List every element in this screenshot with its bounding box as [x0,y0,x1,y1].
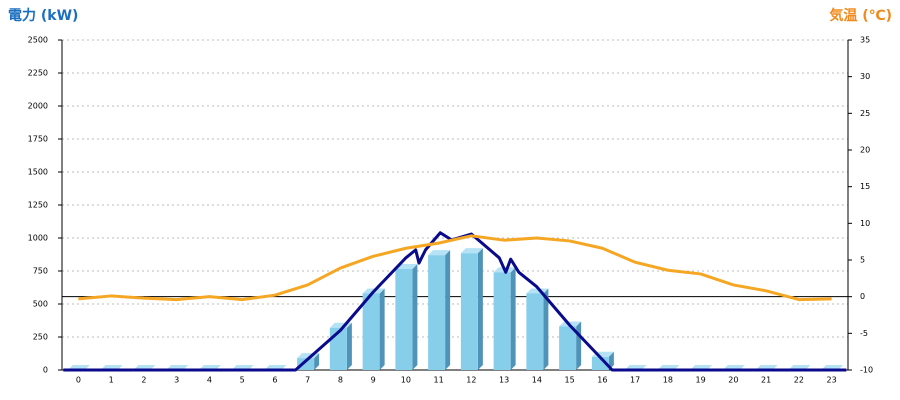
x-tick-label: 1 [109,376,114,385]
bar-front [460,253,478,370]
x-tick-label: 17 [630,376,640,385]
y2-tick-label: 0 [860,292,865,301]
bar-front [493,272,511,370]
x-tick-label: 20 [728,376,738,385]
x-tick-label: 23 [827,376,837,385]
bar-side [477,248,483,370]
x-tick-label: 13 [499,376,509,385]
y-tick-label: 2250 [28,69,48,78]
bar-front [297,358,315,370]
y-tick-label: 750 [33,267,48,276]
bar-side [314,353,320,370]
x-tick-label: 10 [401,376,411,385]
y-tick-label: 1000 [28,234,48,243]
x-tick-label: 8 [338,376,343,385]
x-tick-label: 2 [141,376,146,385]
x-tick-label: 3 [174,376,179,385]
y2-tick-label: 5 [860,256,865,265]
y2-tick-label: -10 [860,366,873,375]
bar-side [543,288,549,370]
x-tick-label: 16 [597,376,607,385]
x-tick-label: 15 [565,376,575,385]
y-tick-label: 0 [43,366,48,375]
y-tick-label: 2000 [28,102,48,111]
bar-side [379,288,385,370]
bar-front [362,293,380,370]
x-tick-label: 11 [434,376,444,385]
bar-top [460,248,483,254]
y-tick-label: 1500 [28,168,48,177]
x-tick-label: 0 [76,376,81,385]
y-tick-label: 250 [33,333,48,342]
bar [428,250,451,370]
bar-top [395,264,418,270]
x-tick-label: 19 [696,376,706,385]
y2-tick-label: 35 [860,36,870,45]
bar [526,288,549,370]
x-tick-label: 4 [207,376,212,385]
bar-front [395,269,413,370]
y-tick-label: 2500 [28,36,48,45]
x-tick-label: 12 [466,376,476,385]
bar-side [445,250,451,370]
y-tick-label: 500 [33,300,48,309]
bar-front [559,326,577,370]
bar [460,248,483,370]
bar [493,267,516,370]
y-tick-label: 1750 [28,135,48,144]
bar-side [346,322,352,370]
x-tick-label: 14 [532,376,542,385]
x-tick-label: 7 [305,376,310,385]
x-tick-label: 9 [371,376,376,385]
bar-side [510,267,516,370]
bar-side [608,351,614,370]
y2-tick-label: -5 [860,329,868,338]
bar-side [412,264,418,370]
x-tick-label: 18 [663,376,673,385]
line [63,231,847,372]
y2-title: 気温 (℃) [829,7,892,24]
y2-tick-label: 20 [860,146,870,155]
x-tick-label: 21 [761,376,771,385]
y2-tick-label: 10 [860,219,870,228]
bar-front [526,293,544,370]
y2-tick-label: 15 [860,182,870,191]
bar-top [428,250,451,256]
bar [559,321,582,370]
y2-tick-label: 30 [860,72,870,81]
x-tick-label: 22 [794,376,804,385]
line [78,234,832,302]
x-tick-label: 5 [240,376,245,385]
bar-side [576,321,582,370]
bar [395,264,418,370]
y-tick-label: 1250 [28,201,48,210]
x-tick-label: 6 [272,376,277,385]
y2-tick-label: 25 [860,109,870,118]
chart-title: 電力 (kW) [8,7,78,24]
bar [362,288,385,370]
bar-front [428,255,446,370]
bar-front [329,327,347,370]
